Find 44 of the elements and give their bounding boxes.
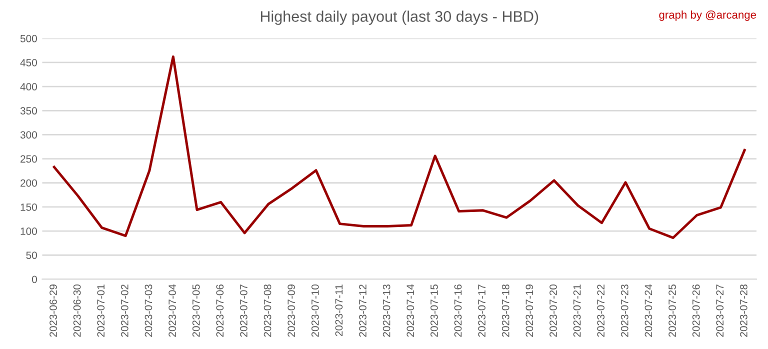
x-tick-label: 2023-07-22 xyxy=(597,284,605,337)
x-tick-label: 2023-07-07 xyxy=(240,284,248,337)
y-tick-label: 100 xyxy=(20,228,37,235)
chart-title: Highest daily payout (last 30 days - HBD) xyxy=(260,10,538,25)
y-tick-label: 300 xyxy=(20,131,37,139)
x-tick-label: 2023-07-28 xyxy=(740,284,748,337)
x-tick-label: 2023-07-15 xyxy=(430,284,438,337)
x-tick-label: 2023-07-21 xyxy=(573,284,581,337)
x-tick-label: 2023-07-03 xyxy=(144,284,152,337)
x-tick-label: 2023-07-10 xyxy=(311,284,319,337)
y-tick-label: 250 xyxy=(20,155,37,163)
y-tick-label: 150 xyxy=(20,203,37,211)
y-tick-label: 0 xyxy=(32,276,37,284)
y-tick-label: 350 xyxy=(20,107,37,115)
y-tick-label: 500 xyxy=(20,34,37,42)
x-tick-label: 2023-07-09 xyxy=(288,284,296,337)
y-tick-label: 50 xyxy=(26,252,37,259)
x-tick-label: 2023-07-04 xyxy=(168,284,176,337)
x-tick-label: 2023-07-25 xyxy=(668,284,676,337)
x-tick-label: 2023-07-11 xyxy=(335,284,343,336)
y-tick-label: 200 xyxy=(20,179,37,187)
x-tick-label: 2023-07-20 xyxy=(550,284,557,337)
x-tick-label: 2023-07-06 xyxy=(216,284,224,337)
x-tick-label: 2023-07-13 xyxy=(382,284,390,337)
x-tick-label: 2023-07-23 xyxy=(620,284,628,337)
x-tick-label: 2023-07-18 xyxy=(502,284,510,337)
x-tick-label: 2023-07-08 xyxy=(264,284,272,337)
x-tick-label: 2023-07-27 xyxy=(716,284,724,337)
x-tick-label: 2023-07-14 xyxy=(406,284,414,337)
x-tick-label: 2023-07-16 xyxy=(454,284,462,337)
x-tick-label: 2023-07-24 xyxy=(644,284,652,337)
x-tick-label: 2023-07-19 xyxy=(526,284,534,337)
text: graph by @arcange xyxy=(659,10,756,21)
x-tick-label: 2023-07-02 xyxy=(120,284,128,337)
line-series xyxy=(52,55,746,240)
x-tick-label: 2023-06-29 xyxy=(50,284,57,337)
x-tick-label: 2023-07-12 xyxy=(359,284,366,337)
x-tick-label: 2023-07-01 xyxy=(97,284,105,337)
x-tick-label: 2023-07-26 xyxy=(692,284,700,337)
x-tick-label: 2023-07-17 xyxy=(478,284,486,337)
y-tick-label: 450 xyxy=(20,58,37,66)
x-tick-label: 2023-06-30 xyxy=(73,284,81,337)
x-tick-label: 2023-07-05 xyxy=(192,284,200,337)
y-tick-label: 400 xyxy=(20,83,37,90)
